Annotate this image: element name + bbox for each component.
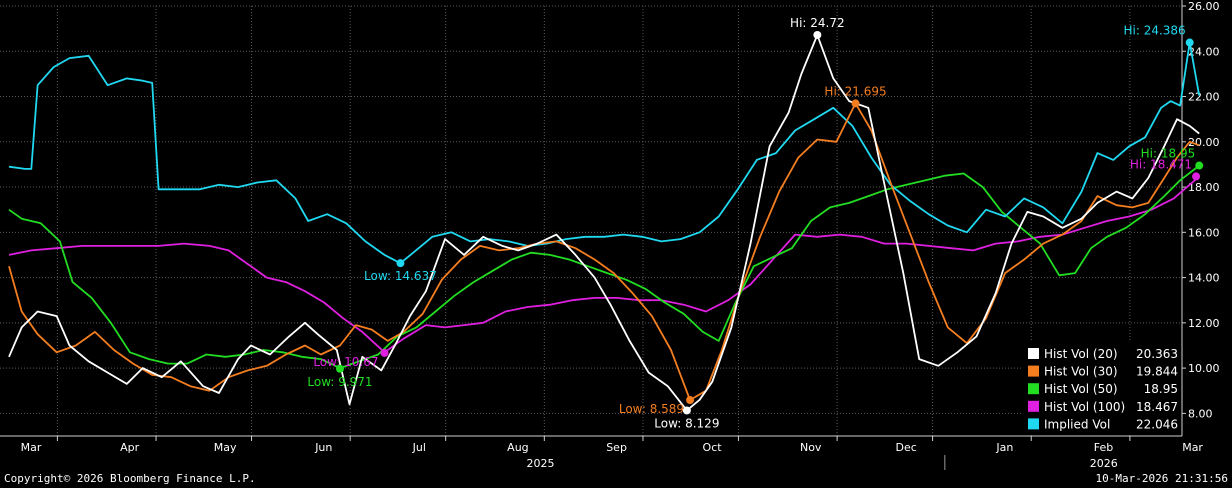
legend-value: 19.844 [1136,365,1178,379]
annotation-marker [813,30,822,39]
x-tick-label: May [214,441,237,454]
x-tick-label: Apr [120,441,140,454]
series-line [8,175,1200,354]
x-tick-label: Aug [507,441,528,454]
x-tick-label: Mar [21,441,42,454]
x-tick-label: Jun [314,441,332,454]
annotation-label: Low: 10.67 [313,355,378,369]
y-tick-label: 8.00 [1188,407,1213,420]
y-tick-label: 22.00 [1188,91,1220,104]
y-tick-label: 14.00 [1188,272,1220,285]
x-tick-label: Mar [1182,441,1203,454]
timestamp-text: 10-Mar-2026 21:31:56 [1095,472,1228,485]
legend-value: 18.95 [1144,382,1178,396]
legend-label: Hist Vol (30) [1044,365,1118,379]
x-tick-label: Jan [995,441,1013,454]
legend-swatch [1028,348,1039,359]
legend-swatch [1028,400,1039,412]
annotation-marker [335,364,344,373]
series-line [8,164,1200,369]
x-tick-label: Jul [412,441,426,454]
annotation-label: Low: 8.129 [654,416,719,430]
annotation-label: Low: 14.637 [364,269,437,283]
legend-label: Hist Vol (100) [1044,400,1125,414]
y-tick-label: 24.00 [1188,45,1220,58]
x-tick-label: Dec [896,441,917,454]
y-tick-label: 20.00 [1188,136,1220,149]
x-tick-label: Nov [800,441,822,454]
y-tick-label: 12.00 [1188,317,1220,330]
legend-box [1021,341,1181,435]
legend-label: Hist Vol (50) [1044,382,1118,396]
legend-value: 18.467 [1136,400,1178,414]
legend-swatch [1028,365,1039,377]
annotation-marker [682,406,691,415]
series-line [8,34,1200,412]
x-tick-label: Feb [1094,441,1113,454]
legend-label: Hist Vol (20) [1044,347,1118,361]
x-tick-label: Oct [703,441,723,454]
copyright-text: Copyright© 2026 Bloomberg Finance L.P. [4,472,256,485]
legend-value: 20.363 [1136,347,1178,361]
annotation-marker [1192,172,1201,181]
annotation-marker [1185,38,1194,47]
annotation-marker [686,396,695,405]
year-label: 2026 [1090,457,1118,470]
y-tick-label: 26.00 [1188,0,1220,13]
annotation-label: Hi: 21.695 [824,84,886,98]
legend: Hist Vol (20) 20.363 Hist Vol (30) 19.844 Hi… [1021,341,1181,435]
y-tick-label: 18.00 [1188,181,1220,194]
annotation-label: Low: 9.971 [307,375,372,389]
legend-value: 22.046 [1136,417,1178,431]
annotation-label: Low: 8.589 [619,402,684,416]
y-tick-label: 16.00 [1188,226,1220,239]
series-line [8,41,1201,265]
annotation-marker [851,99,860,108]
x-tick-label: Sep [606,441,627,454]
annotation-label: Hi: 18.95 [1141,147,1196,161]
legend-label: Implied Vol [1044,417,1110,431]
legend-swatch [1028,418,1039,430]
annotation-label: Hi: 24.72 [790,16,845,30]
legend-swatch [1028,383,1039,395]
annotation-marker [396,259,405,268]
volatility-chart: Mar Apr May Jun Jul Aug Sep Oct Nov Dec Jan Feb Mar 2… [0,0,1220,470]
annotation-marker [380,348,389,357]
year-label: 2025 [526,457,554,470]
y-tick-label: 10.00 [1188,362,1220,375]
series-line [8,102,1200,401]
annotation-label: Hi: 24.386 [1123,24,1185,38]
annotation-marker [1195,161,1204,170]
annotation-label: Hi: 18.471 [1130,157,1192,171]
